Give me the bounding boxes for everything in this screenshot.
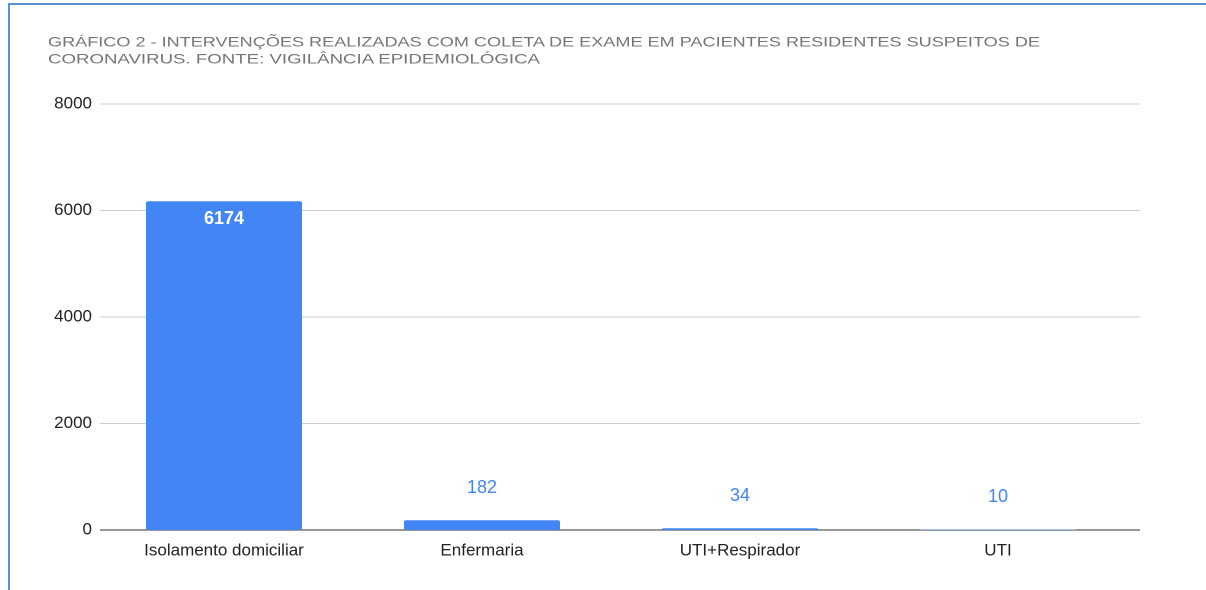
y-tick-label: 2000 [54,413,92,432]
y-tick-label: 0 [83,519,92,538]
x-tick-label: Isolamento domiciliar [144,540,304,559]
y-tick-label: 8000 [54,93,92,112]
y-tick-label: 4000 [54,306,92,325]
x-tick-label: UTI+Respirador [680,540,801,559]
data-label: 34 [730,485,750,505]
data-label: 10 [988,486,1008,506]
y-tick-label: 6000 [54,200,92,219]
bar [146,201,302,530]
bar [404,520,560,530]
chart-title: GRÁFICO 2 - INTERVENÇÕES REALIZADAS COM … [48,34,1040,50]
bar [920,529,1076,530]
chart-title: CORONAVIRUS. FONTE: VIGILÂNCIA EPIDEMIOL… [48,51,541,67]
data-label: 6174 [204,208,244,228]
x-tick-label: UTI [984,540,1011,559]
x-tick-label: Enfermaria [440,540,524,559]
data-label: 182 [467,477,497,497]
bar [662,528,818,530]
